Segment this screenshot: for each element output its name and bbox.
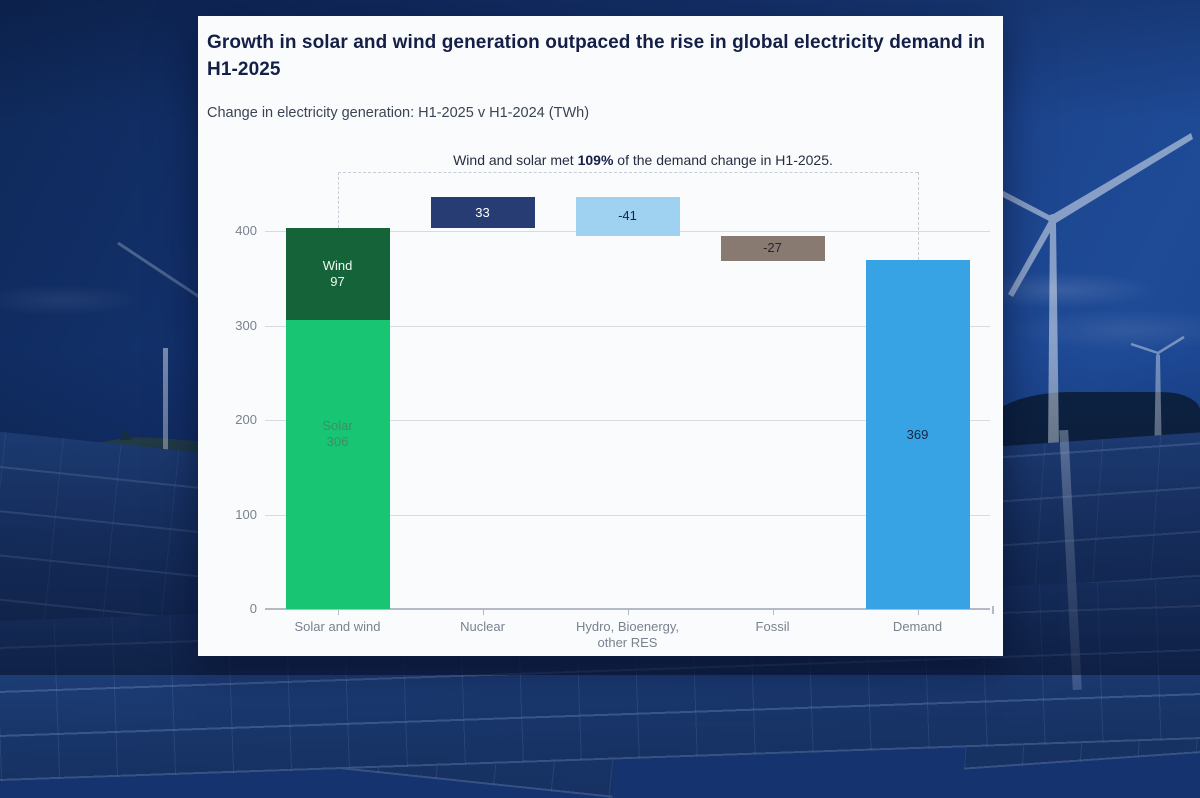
x-axis-label-fossil: Fossil xyxy=(755,619,790,634)
bar-segment-nuclear: 33 xyxy=(430,196,535,229)
annotation-suffix: of the demand change in H1-2025. xyxy=(613,152,833,168)
bar-value-label: -41 xyxy=(618,208,637,224)
chart-annotation: Wind and solar met 109% of the demand ch… xyxy=(283,152,1003,168)
x-axis-tick xyxy=(772,610,774,615)
bar-segment-solar-wind-wind: Wind 97 xyxy=(285,228,390,320)
chart-card: Growth in solar and wind generation outp… xyxy=(198,16,1003,656)
annotation-prefix: Wind and solar met xyxy=(453,152,578,168)
connector-line-right xyxy=(917,172,919,261)
plot-area: 0 100 200 300 400 Solar 306 Wind 97 Solar and w… xyxy=(235,170,994,650)
bar-value-label: Solar 306 xyxy=(322,418,353,450)
bar-value-label: Wind 97 xyxy=(322,257,353,289)
connector-line-horizontal xyxy=(337,172,918,173)
bar-value-label: 369 xyxy=(906,426,929,442)
x-axis-tick xyxy=(337,610,339,615)
x-axis-tick xyxy=(917,610,919,615)
y-axis-tick-label: 100 xyxy=(235,506,257,522)
x-axis-label-nuclear: Nuclear xyxy=(460,619,505,634)
y-axis-tick-label: 0 xyxy=(249,601,257,616)
annotation-highlight: 109% xyxy=(577,152,614,168)
bar-value-label: 33 xyxy=(475,204,490,220)
x-axis-tick xyxy=(482,610,484,615)
bar-segment-solar-wind-solar: Solar 306 xyxy=(285,319,390,609)
x-axis-end-tick xyxy=(992,606,994,614)
chart-title: Growth in solar and wind generation outp… xyxy=(207,32,986,80)
x-axis-label-demand: Demand xyxy=(892,619,943,634)
y-axis-tick-label: 400 xyxy=(235,223,257,238)
gridline-300 xyxy=(265,325,990,327)
bar-segment-hydro-bio-res: -41 xyxy=(575,196,680,236)
x-axis-tick xyxy=(627,610,629,615)
gridline-200 xyxy=(265,420,990,421)
chart-subtitle: Change in electricity generation: H1-202… xyxy=(207,105,590,121)
bar-segment-demand: 369 xyxy=(865,260,970,609)
x-axis-label-solar-wind: Solar and wind xyxy=(294,619,381,634)
connector-line-left xyxy=(337,172,339,229)
y-axis-tick-label: 200 xyxy=(235,412,257,427)
x-axis-line xyxy=(265,608,990,610)
y-axis-tick-label: 300 xyxy=(235,317,257,333)
bar-value-label: -27 xyxy=(763,240,782,256)
bar-segment-fossil: -27 xyxy=(720,235,825,262)
gridline-100 xyxy=(265,514,990,516)
x-axis-label-hydro-bio-res: Hydro, Bioenergy, other RES xyxy=(575,619,680,650)
